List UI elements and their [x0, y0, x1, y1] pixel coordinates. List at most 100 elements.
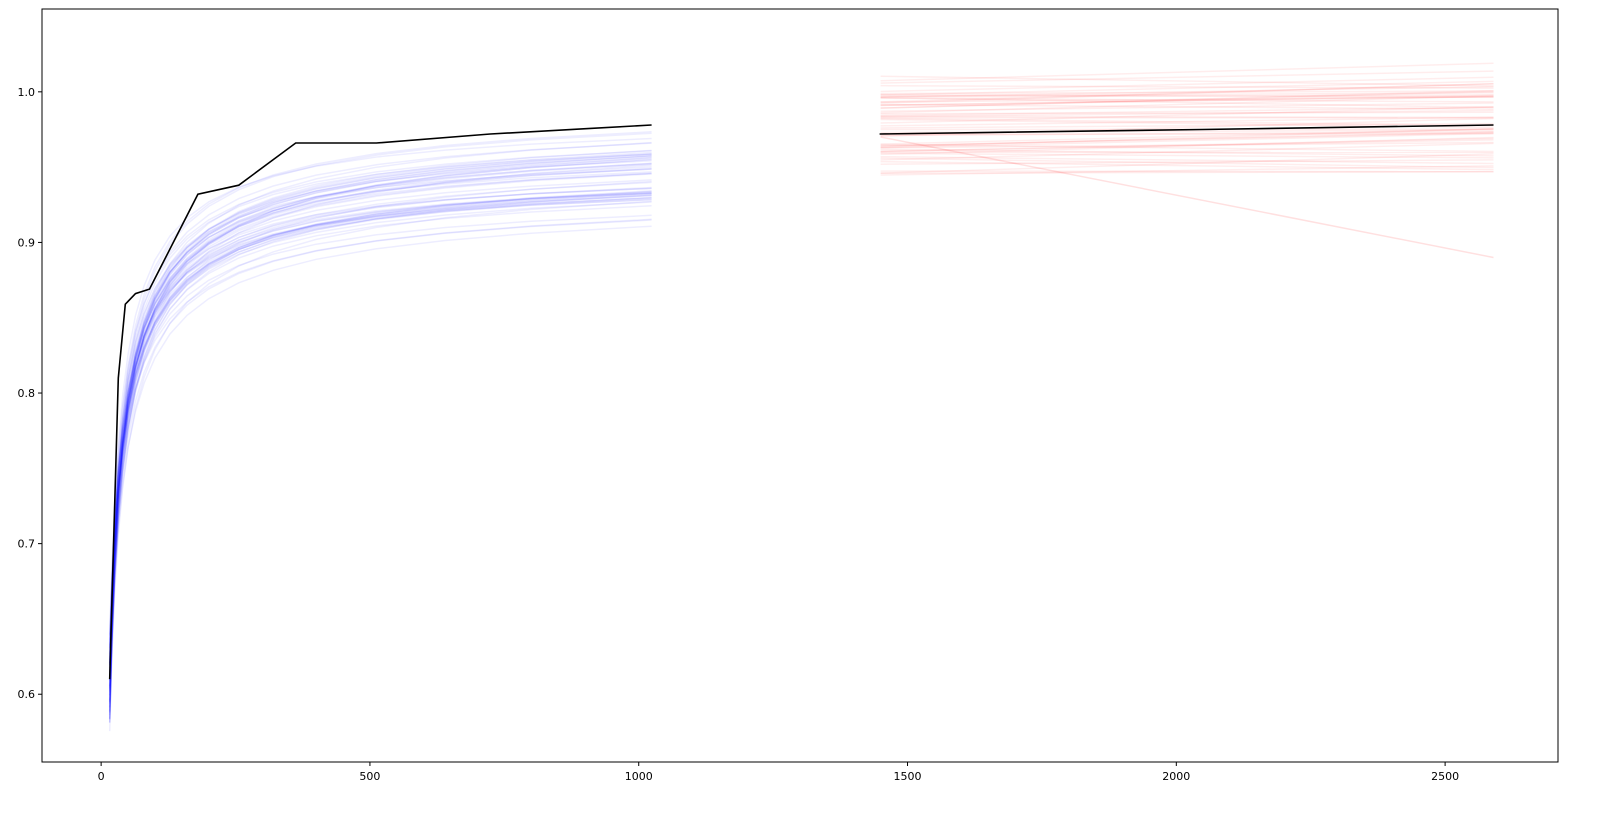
blue-run-line: [108, 149, 652, 691]
blue-run-line: [108, 153, 652, 714]
red-run-line: [880, 136, 1494, 156]
y-tick-label: 0.9: [18, 236, 36, 249]
blue-run-line: [108, 205, 652, 720]
red-run-line: [880, 96, 1494, 103]
blue-run-line: [108, 194, 652, 712]
blue-run-line: [108, 137, 652, 655]
red-run-line: [880, 131, 1494, 147]
red-run-line: [880, 122, 1494, 129]
blue-run-line: [108, 168, 652, 668]
red-run-line: [880, 142, 1494, 161]
blue-run-line: [108, 180, 652, 664]
blue-run-line: [108, 201, 652, 666]
red-run-line: [880, 152, 1494, 159]
mean-series-line-2: [879, 124, 1494, 135]
blue-run-line: [108, 162, 652, 703]
red-run-line: [880, 103, 1494, 110]
blue-run-line: [108, 154, 652, 701]
red-run-line: [880, 93, 1494, 98]
red-run-line: [880, 170, 1494, 174]
red-run-line: [880, 85, 1494, 98]
blue-run-line: [108, 167, 652, 669]
red-outlier-line: [880, 136, 1494, 259]
red-run-line: [880, 94, 1494, 107]
red-run-line: [880, 137, 1494, 153]
blue-run-line: [108, 193, 652, 696]
blue-run-line: [108, 153, 652, 682]
blue-run-line: [108, 157, 652, 665]
red-run-line: [880, 95, 1494, 106]
blue-run-line: [108, 192, 652, 688]
blue-run-line: [108, 132, 652, 687]
red-run-line: [880, 91, 1494, 97]
red-run-line: [880, 117, 1494, 127]
blue-run-line: [108, 142, 652, 676]
blue-run-line: [108, 131, 652, 666]
red-run-line: [880, 155, 1494, 165]
blue-run-line: [108, 150, 652, 635]
red-run-line: [880, 115, 1494, 119]
red-run-line: [880, 159, 1494, 165]
red-run-line: [880, 153, 1494, 174]
blue-run-line: [108, 191, 652, 686]
blue-run-line: [108, 198, 652, 677]
blue-run-line: [108, 191, 652, 732]
red-run-line: [880, 130, 1494, 137]
x-tick-label: 2500: [1431, 770, 1459, 783]
red-run-line: [880, 116, 1494, 127]
red-run-line: [880, 83, 1494, 103]
y-tick-label: 0.6: [18, 688, 36, 701]
red-run-line: [880, 165, 1494, 176]
red-run-line: [880, 106, 1494, 117]
red-run-line: [880, 89, 1494, 109]
red-run-line: [880, 94, 1494, 98]
blue-run-line: [108, 165, 652, 704]
blue-run-line: [108, 168, 652, 723]
red-run-line: [880, 62, 1494, 82]
blue-run-line: [108, 181, 652, 661]
blue-run-line: [108, 196, 652, 719]
x-tick-label: 0: [98, 770, 105, 783]
blue-run-line: [108, 162, 652, 664]
y-tick-label: 0.7: [18, 538, 36, 551]
blue-run-line: [108, 155, 652, 650]
red-run-line: [880, 157, 1494, 169]
red-run-line: [880, 75, 1494, 87]
blue-run-line: [108, 163, 652, 720]
red-run-line: [880, 139, 1494, 153]
red-run-line: [880, 132, 1494, 149]
y-tick-label: 1.0: [18, 86, 36, 99]
blue-run-line: [108, 153, 652, 660]
red-run-line: [880, 102, 1494, 112]
y-tick-label: 0.8: [18, 387, 36, 400]
blue-run-line: [108, 225, 652, 704]
red-run-line: [880, 160, 1494, 171]
blue-run-line: [108, 179, 652, 711]
blue-run-line: [108, 194, 652, 708]
blue-run-line: [108, 199, 652, 679]
x-tick-label: 2000: [1162, 770, 1190, 783]
blue-run-line: [108, 160, 652, 665]
red-run-line: [880, 80, 1494, 96]
red-run-line: [880, 111, 1494, 115]
x-tick-label: 1000: [625, 770, 653, 783]
blue-run-line: [108, 186, 652, 723]
red-run-line: [880, 83, 1494, 104]
blue-run-line: [108, 192, 652, 636]
blue-run-line: [108, 172, 652, 719]
blue-run-line: [108, 218, 652, 641]
blue-run-line: [108, 164, 652, 716]
blue-run-line: [108, 172, 652, 648]
blue-run-line: [108, 155, 652, 692]
red-run-line: [880, 90, 1494, 95]
blue-run-line: [108, 190, 652, 664]
blue-run-line: [108, 197, 652, 646]
blue-run-line: [108, 173, 652, 689]
red-run-line: [880, 90, 1494, 109]
blue-run-line: [108, 141, 652, 713]
red-run-line: [880, 106, 1494, 124]
blue-run-line: [108, 192, 652, 690]
blue-run-line: [108, 214, 652, 701]
